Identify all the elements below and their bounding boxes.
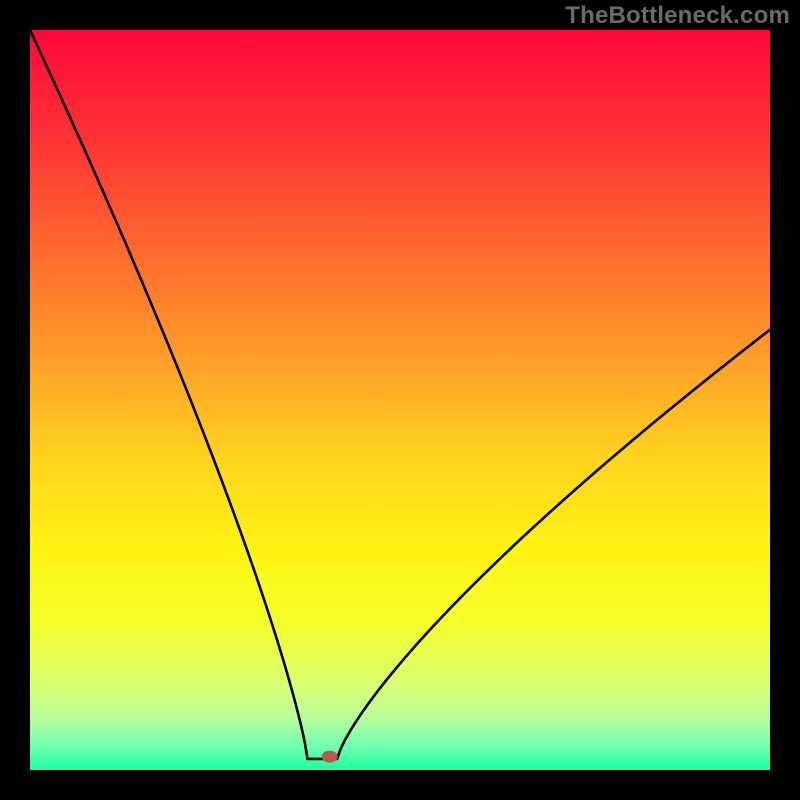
watermark-label: TheBottleneck.com (565, 2, 790, 30)
optimal-point-marker (322, 751, 338, 763)
plot-area (30, 30, 770, 770)
bottleneck-chart: TheBottleneck.com (0, 0, 800, 800)
chart-canvas (0, 0, 800, 800)
